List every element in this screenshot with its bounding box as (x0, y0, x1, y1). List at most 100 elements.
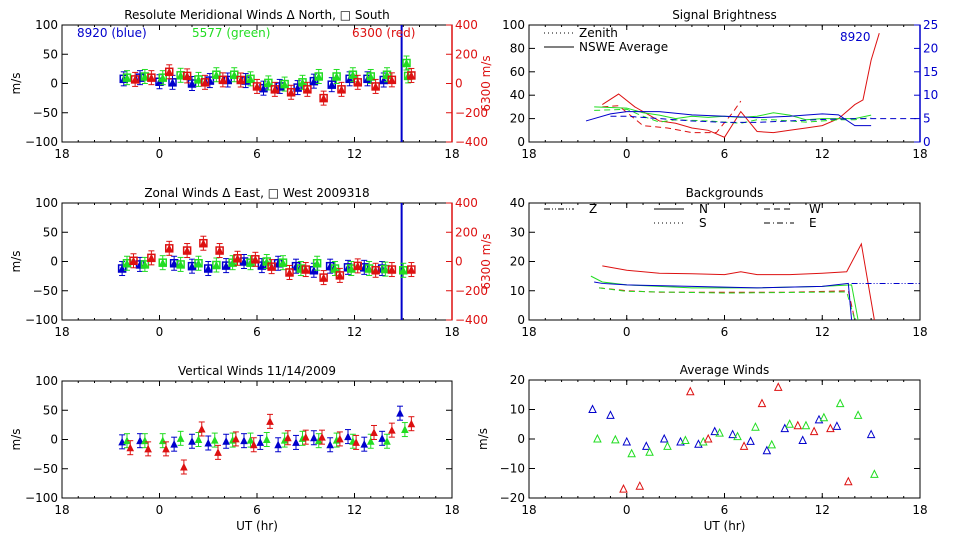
y-tick-label: 50 (43, 403, 58, 417)
data-point-green (331, 264, 339, 273)
plot-frame (61, 380, 453, 499)
data-point-red (147, 253, 156, 262)
data-point-blue (222, 437, 230, 445)
annotation-label: 5577 (green) (192, 26, 270, 40)
y-tick-label: 40 (510, 88, 525, 102)
data-point-red (249, 440, 258, 449)
data-point-blue (259, 84, 268, 92)
data-point-blue (310, 433, 318, 442)
data-point-green (314, 72, 323, 80)
y-tick-label: 20 (510, 373, 525, 387)
data-point-green (853, 410, 863, 419)
y-tick-label: 100 (502, 18, 525, 32)
data-point-green (870, 469, 879, 478)
y2-tick-label: −200 (455, 106, 488, 120)
data-point-blue (588, 404, 597, 413)
data-point-blue (622, 436, 632, 446)
data-point-blue (204, 264, 213, 273)
panel-meridional: Resolute Meridional Winds Δ North, □ Sou… (9, 8, 493, 161)
chart-title: Vertical Winds 11/14/2009 (178, 364, 336, 378)
y2-tick-label: 0 (455, 77, 463, 91)
y2-tick-label: 0 (455, 255, 463, 269)
data-point-green (246, 74, 255, 83)
data-point-green (176, 71, 185, 79)
data-point-red (773, 382, 783, 391)
data-point-green (194, 75, 203, 83)
data-point-blue (240, 436, 248, 445)
x-tick-label: 18 (521, 325, 536, 339)
data-point-red (215, 246, 224, 255)
data-point-blue (168, 78, 177, 86)
x-tick-label: 18 (444, 147, 459, 161)
y-tick-label: −100 (25, 135, 58, 149)
data-point-blue (659, 433, 669, 443)
data-point-red (319, 273, 328, 282)
x-tick-label: 0 (156, 147, 164, 161)
x-tick-label: 6 (721, 147, 729, 161)
y-tick-label: 20 (510, 112, 525, 126)
data-point-red (388, 426, 396, 434)
data-point-red (147, 73, 156, 82)
chart-title: Zonal Winds Δ East, □ West 2009318 (144, 186, 369, 200)
data-point-red (353, 78, 362, 86)
x-tick-label: 12 (347, 325, 362, 339)
y-tick-label: 0 (50, 255, 58, 269)
y-tick-label: 100 (35, 196, 58, 210)
y2-tick-label: 15 (923, 65, 938, 79)
y-axis-label: m/s (476, 428, 490, 450)
data-point-green (733, 431, 742, 441)
data-point-green (123, 73, 131, 82)
data-point-red (301, 265, 310, 274)
data-point-green (399, 266, 408, 274)
data-point-red (388, 75, 396, 84)
data-point-blue (188, 79, 196, 87)
data-point-green (123, 259, 131, 267)
y-tick-label: 50 (43, 47, 58, 61)
data-point-red (303, 85, 312, 93)
data-point-green (280, 79, 289, 88)
x-tick-label: 0 (156, 503, 164, 517)
y-tick-label: 0 (50, 77, 58, 91)
data-point-green (210, 435, 219, 444)
data-point-red (126, 443, 135, 452)
data-point-green (332, 72, 341, 80)
legend-label: Z (589, 202, 597, 216)
x-tick-label: 6 (721, 503, 729, 517)
data-point-red (251, 255, 260, 263)
data-point-red (129, 256, 138, 265)
x-tick-label: 12 (815, 503, 830, 517)
data-point-green (681, 435, 690, 444)
data-point-green (381, 264, 390, 273)
series-line-red-solid (602, 33, 880, 138)
y2-tick-label: 10 (923, 88, 938, 102)
data-point-red (371, 266, 380, 274)
data-point-green (158, 436, 167, 445)
legend-label: Zenith (579, 26, 618, 40)
data-point-blue (396, 409, 404, 417)
data-point-green (627, 448, 636, 458)
data-point-red (301, 433, 310, 441)
data-point-red (284, 433, 292, 442)
chart-title: Signal Brightness (672, 8, 777, 22)
y-tick-label: 30 (510, 225, 525, 239)
data-point-green (365, 264, 373, 273)
series-line-blue-solid (585, 111, 872, 127)
series-line-red-dashed (599, 287, 856, 321)
data-point-red (407, 265, 416, 274)
data-point-red (201, 78, 209, 86)
y-tick-label: 80 (510, 41, 525, 55)
data-point-red (353, 261, 362, 270)
data-point-green (262, 435, 271, 443)
y2-tick-label: 200 (455, 225, 478, 239)
data-point-red (826, 423, 835, 433)
x-tick-label: 18 (912, 503, 927, 517)
data-point-green (401, 425, 409, 434)
data-point-red (336, 434, 344, 443)
series-line-blue-dashed (610, 115, 920, 123)
y2-tick-label: −400 (455, 313, 488, 327)
data-point-red (267, 262, 276, 271)
y-tick-label: 50 (43, 225, 58, 239)
data-point-red (131, 75, 139, 83)
data-point-green (663, 441, 672, 450)
